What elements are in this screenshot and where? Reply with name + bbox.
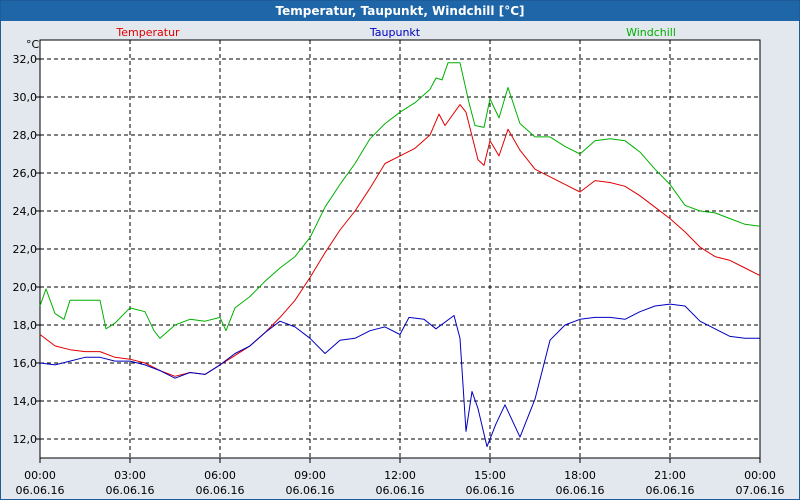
legend-entry-windchill: Windchill <box>626 26 676 39</box>
series-line-windchill <box>39 62 761 339</box>
series-line-taupunkt <box>39 303 760 448</box>
x-tick-date-label: 06.06.16 <box>376 484 425 497</box>
y-tick-label: 28,0 <box>13 129 38 142</box>
legend-entry-temperatur: Temperatur <box>115 26 180 39</box>
x-tick-date-label: 06.06.16 <box>106 484 155 497</box>
x-tick-date-label: 06.06.16 <box>556 484 605 497</box>
y-tick-label: 12,0 <box>13 433 38 446</box>
x-tick-time-label: 03:00 <box>114 469 146 482</box>
x-tick-time-label: 00:00 <box>24 469 56 482</box>
chart-title: Temperatur, Taupunkt, Windchill [°C] <box>1 1 799 21</box>
y-tick-label: 32,0 <box>13 53 38 66</box>
y-tick-label: 16,0 <box>13 357 38 370</box>
x-tick-time-label: 09:00 <box>294 469 326 482</box>
y-tick-label: 30,0 <box>13 91 38 104</box>
y-tick-label: 22,0 <box>13 243 38 256</box>
series-lines <box>39 62 761 448</box>
legend: Temperatur Taupunkt Windchill <box>115 26 676 39</box>
x-tick-date-label: 06.06.16 <box>466 484 515 497</box>
x-tick-time-label: 00:00 <box>744 469 776 482</box>
grid-lines <box>40 40 760 458</box>
y-tick-label: 18,0 <box>13 319 38 332</box>
x-tick-date-label: 06.06.16 <box>196 484 245 497</box>
y-axis-ticks: 12,0 14,0 16,0 18,0 20,0 22,0 24,0 26,0 28,0 30,0… <box>13 53 40 446</box>
series-line-temperatur <box>39 104 761 377</box>
x-tick-time-label: 15:00 <box>474 469 506 482</box>
x-tick-time-label: 12:00 <box>384 469 416 482</box>
x-tick-date-label: 06.06.16 <box>286 484 335 497</box>
x-tick-date-label: 07.06.16 <box>736 484 785 497</box>
x-axis-ticks: 00:00 06.06.16 03:00 06.06.16 06:00 06.06.16 0… <box>16 458 785 497</box>
legend-entry-taupunkt: Taupunkt <box>369 26 421 39</box>
y-tick-label: 24,0 <box>13 205 38 218</box>
y-tick-label: 20,0 <box>13 281 38 294</box>
x-tick-time-label: 18:00 <box>564 469 596 482</box>
y-axis-unit: °C <box>26 38 40 51</box>
x-tick-date-label: 06.06.16 <box>646 484 695 497</box>
x-tick-date-label: 06.06.16 <box>16 484 65 497</box>
x-tick-time-label: 21:00 <box>654 469 686 482</box>
y-tick-label: 14,0 <box>13 395 38 408</box>
x-tick-time-label: 06:00 <box>204 469 236 482</box>
y-tick-label: 26,0 <box>13 167 38 180</box>
